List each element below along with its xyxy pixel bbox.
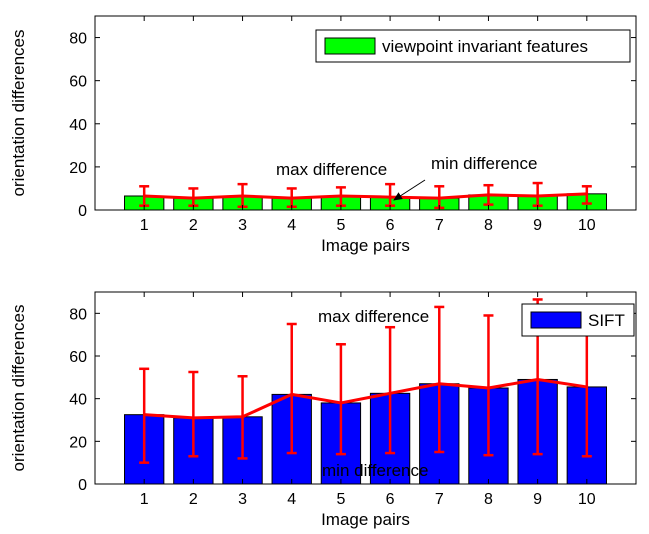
chart-bottom: 0 20 40 60 80 1 2 3 4 5 6 7 8 9 10 Image pairs orient… [9,291,637,529]
x-tick-label: 8 [484,217,493,234]
x-tick-label: 2 [189,217,198,234]
legend-label: viewpoint invariant features [382,37,588,56]
y-tick-label: 60 [69,349,87,366]
x-tick-label: 10 [578,217,596,234]
x-tick-label: 4 [287,217,296,234]
x-tick-label: 6 [386,491,395,508]
y-tick-label: 80 [69,31,87,48]
y-tick-label: 40 [69,117,87,134]
max-difference-annotation: max difference [318,307,429,326]
y-axis-ticks: 0 20 40 60 80 [69,306,636,494]
min-difference-annotation: min difference [431,154,537,173]
chart-top: 0 20 40 60 80 1 2 3 4 5 6 7 8 9 10 Image pairs orient… [9,15,637,255]
y-tick-label: 40 [69,392,87,409]
x-tick-label: 2 [189,491,198,508]
x-tick-label: 5 [336,217,345,234]
trend-line [144,192,587,200]
y-axis-label: orientation differences [9,305,28,472]
y-tick-label: 60 [69,74,87,91]
annotation-arrow [393,179,426,201]
x-axis-ticks: 1 2 3 4 5 6 7 8 9 10 [140,16,596,234]
y-tick-label: 20 [69,160,87,177]
y-axis-ticks: 0 20 40 60 80 [69,31,636,220]
x-tick-label: 7 [435,217,444,234]
x-tick-label: 1 [140,491,149,508]
trend-line-layer [144,192,587,200]
x-tick-label: 4 [287,491,296,508]
legend-swatch [530,311,582,329]
x-tick-label: 9 [533,217,542,234]
trend-line [144,377,588,420]
max-difference-annotation: max difference [276,160,387,179]
trend-line-layer [144,377,588,420]
x-tick-label: 8 [484,491,493,508]
x-tick-label: 10 [578,491,596,508]
legend: viewpoint invariant features [315,29,631,63]
y-tick-label: 80 [69,306,87,323]
plot-frame [94,15,637,211]
plot-frame [94,291,637,485]
y-axis-label: orientation differences [9,30,28,197]
error-bars [139,181,592,210]
x-axis-label: Image pairs [321,236,410,255]
x-tick-label: 6 [386,217,395,234]
x-tick-label: 3 [238,491,247,508]
y-tick-label: 20 [69,434,87,451]
y-tick-label: 0 [78,477,87,494]
x-tick-label: 5 [336,491,345,508]
x-tick-label: 1 [140,217,149,234]
legend-swatch [324,37,376,55]
x-axis-label: Image pairs [321,510,410,529]
legend-label: SIFT [588,311,625,330]
x-tick-label: 7 [435,491,444,508]
min-difference-annotation: min difference [322,461,428,480]
y-tick-label: 0 [78,203,87,220]
legend: SIFT [521,303,635,337]
x-axis-ticks: 1 2 3 4 5 6 7 8 9 10 [140,292,596,508]
x-tick-label: 3 [238,217,247,234]
x-tick-label: 9 [533,491,542,508]
